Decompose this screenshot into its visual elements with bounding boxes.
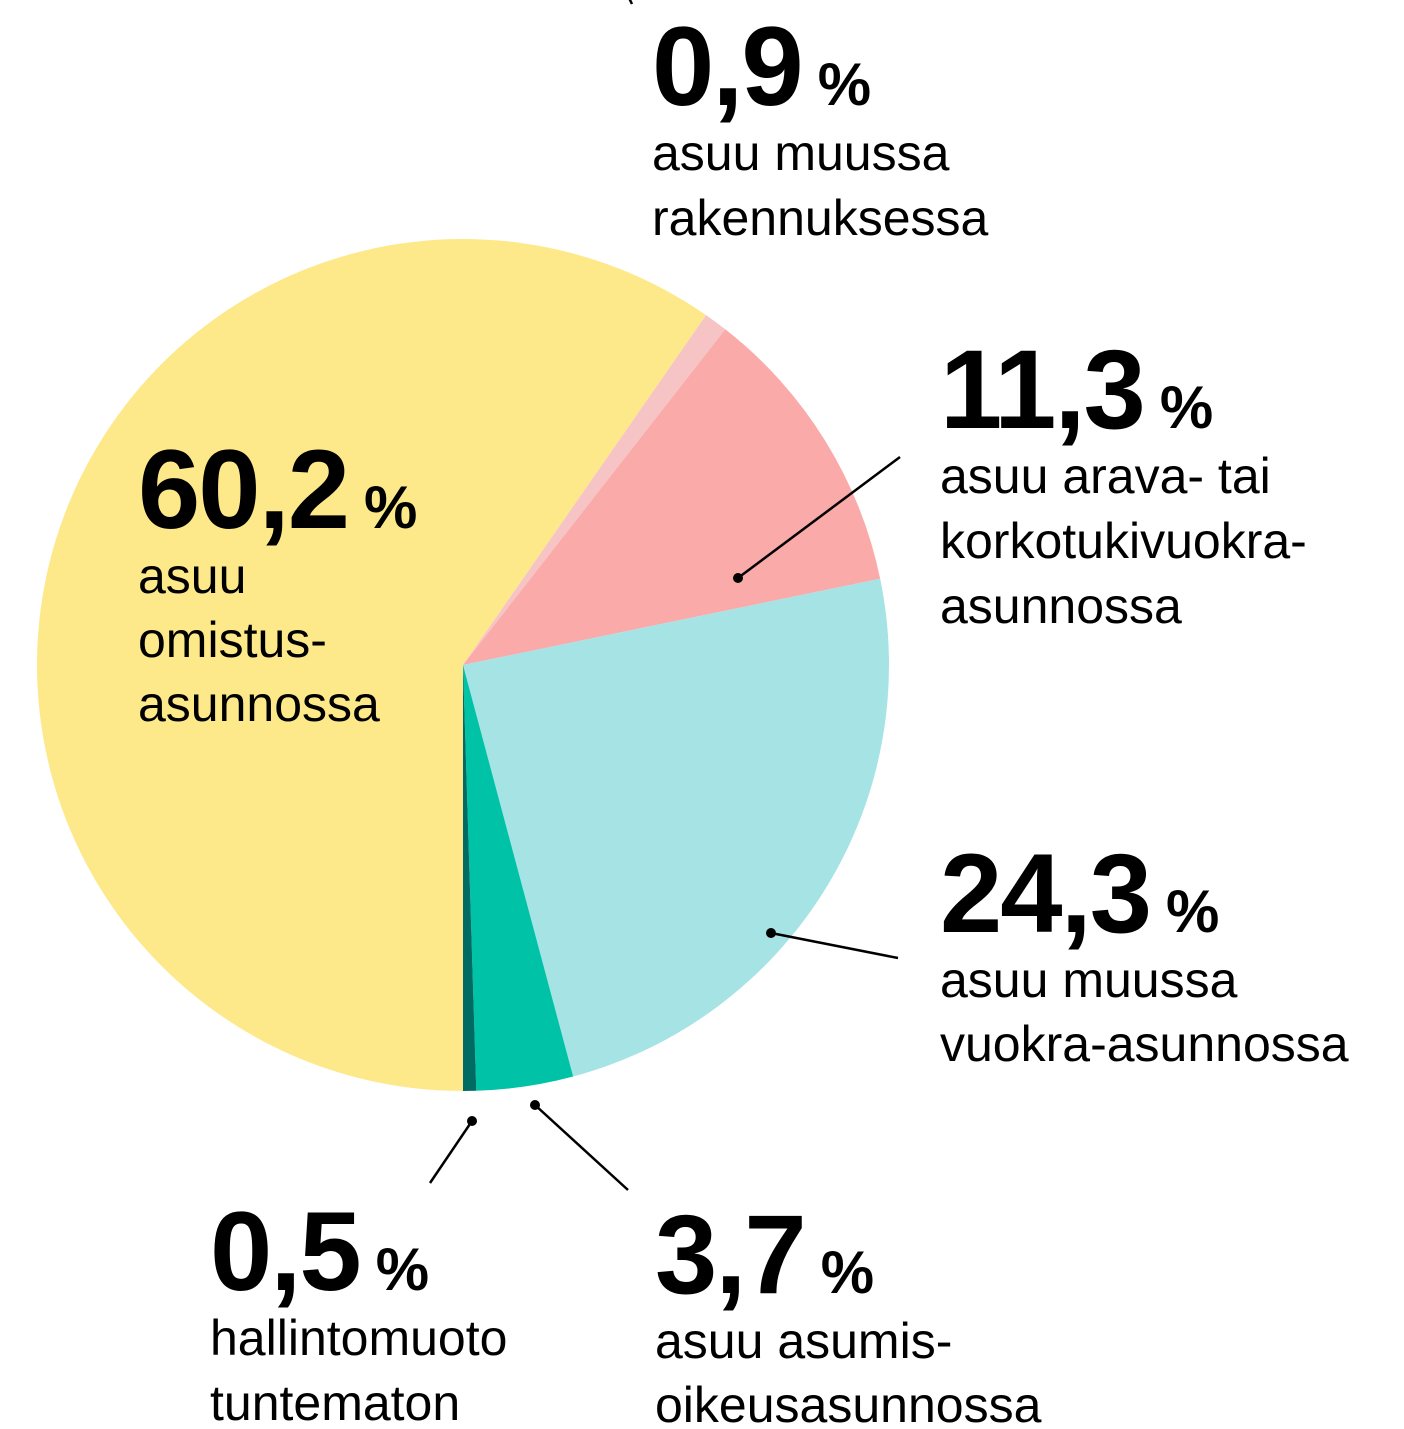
value-label: 0,5% [210,1189,429,1314]
slice-label: asuu [138,548,246,604]
slice-label: asunnossa [940,578,1182,634]
value-number: 11,3 [940,327,1144,452]
slice-label: hallintomuoto [210,1310,507,1366]
pie-slice [463,665,477,1091]
slice-label: asuu muussa [652,125,950,181]
value-label: 60,2% [138,427,417,552]
value-unit: % [818,51,871,118]
value-number: 0,9 [652,4,802,129]
slice-label: oikeusasunnossa [655,1377,1042,1429]
value-label: 3,7% [655,1192,874,1317]
slice-label: tuntematon [210,1375,460,1429]
value-number: 3,7 [655,1192,805,1317]
leader-line [628,0,634,5]
leader-line [428,1120,474,1184]
slice-label: asuu muussa [940,952,1238,1008]
value-label: 0,9% [652,4,871,129]
leader-line [534,1104,629,1191]
pie-slice [37,239,707,1091]
leader-line [737,455,901,580]
pie-slice [463,665,574,1091]
pie-slice [463,329,881,665]
value-number: 0,5 [210,1189,360,1314]
leader-line [770,931,899,960]
slice-label: omistus- [138,612,327,668]
slice-label: asuu arava- tai [940,448,1271,504]
leader-dot [766,928,776,938]
value-label: 11,3% [940,327,1213,452]
leaders [428,0,901,1191]
pie [37,239,889,1091]
slice-label: asuu asumis- [655,1313,952,1369]
slice-label: korkotukivuokra- [940,513,1307,569]
value-number: 24,3 [940,831,1150,956]
value-unit: % [376,1236,429,1303]
value-label: 24,3% [940,831,1219,956]
slice-label: rakennuksessa [652,190,988,246]
leader-dot [467,1116,477,1126]
leader-dot [530,1100,540,1110]
value-number: 60,2 [138,427,348,552]
value-unit: % [1166,878,1219,945]
pie-slice [463,315,726,665]
leader-dot [733,573,743,583]
value-unit: % [1160,374,1213,441]
slice-label: vuokra-asunnossa [940,1016,1349,1072]
pie-slice [463,578,889,1077]
value-unit: % [364,474,417,541]
value-unit: % [821,1239,874,1306]
slice-label: asunnossa [138,676,380,732]
